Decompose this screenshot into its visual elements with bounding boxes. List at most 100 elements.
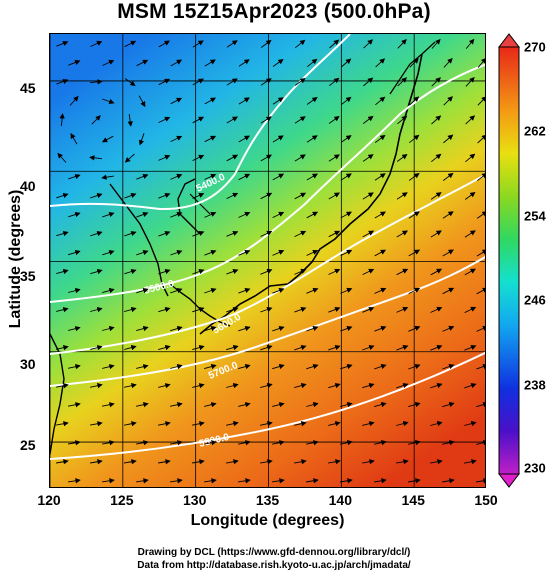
wind-arrow — [430, 306, 443, 313]
wind-arrow — [443, 134, 454, 144]
wind-arrow — [124, 421, 137, 427]
wind-arrow — [340, 325, 353, 332]
wind-arrow — [362, 230, 375, 238]
wind-arrow — [170, 97, 183, 105]
map-plot-area[interactable]: 5800.0 5700.0 5600.0 5500.0 5400.0 — [49, 33, 486, 488]
wind-arrow — [464, 306, 477, 314]
wind-arrow — [124, 345, 137, 351]
wind-arrow — [56, 268, 69, 275]
wind-arrow — [124, 40, 137, 48]
wind-arrow — [272, 97, 284, 105]
wind-arrow — [226, 116, 238, 124]
wind-arrow — [158, 154, 171, 161]
wind-arrow — [408, 325, 421, 332]
wind-arrow — [192, 192, 205, 199]
wind-arrow — [170, 287, 183, 294]
wind-arrow — [170, 211, 183, 218]
wind-arrow — [136, 59, 149, 67]
wind-arrow — [124, 153, 135, 163]
wind-arrow — [306, 135, 318, 143]
footer-credit-drawing: Drawing by DCL (https://www.gfd-dennou.o… — [137, 547, 411, 558]
wind-arrow — [340, 402, 353, 408]
wind-arrow — [306, 173, 318, 181]
wind-arrow — [328, 154, 340, 162]
wind-arrow — [476, 325, 485, 332]
wind-arrow — [408, 249, 421, 257]
wind-arrow — [329, 39, 340, 49]
wind-arrow — [170, 325, 183, 332]
wind-arrow — [158, 78, 171, 86]
wind-arrow — [102, 364, 115, 370]
wind-arrow — [340, 478, 353, 484]
wind-arrow — [192, 459, 205, 465]
wind-arrow — [294, 306, 307, 313]
wind-arrow — [408, 401, 421, 408]
wind-arrow — [124, 78, 136, 87]
wind-arrow — [102, 478, 115, 484]
wind-arrow — [204, 287, 217, 294]
wind-arrow — [442, 287, 455, 295]
wind-arrow — [170, 59, 183, 67]
wind-arrow — [136, 364, 149, 370]
wind-arrow — [362, 268, 375, 276]
wind-arrow — [464, 230, 476, 238]
wind-arrow — [477, 172, 485, 182]
wind-arrow — [204, 249, 217, 256]
wind-arrow — [396, 153, 408, 162]
wind-arrow — [340, 211, 352, 219]
wind-arrow — [57, 152, 67, 163]
wind-arrow — [430, 230, 442, 238]
wind-arrow — [56, 78, 69, 85]
wind-arrow — [431, 38, 441, 49]
wind-arrow — [430, 268, 443, 276]
wind-arrow — [442, 440, 455, 446]
wind-arrow — [272, 173, 285, 181]
wind-arrow — [362, 154, 374, 162]
wind-arrow — [465, 115, 476, 125]
wind-arrow — [68, 478, 81, 484]
wind-arrow — [90, 421, 103, 427]
wind-arrow — [170, 402, 183, 408]
wind-arrow — [68, 211, 81, 218]
wind-arrow — [465, 76, 475, 87]
wind-arrow — [136, 440, 149, 446]
wind-arrow — [362, 115, 374, 124]
wind-arrow — [56, 383, 69, 389]
wind-arrow — [442, 249, 454, 257]
temperature-field-map: 5800.0 5700.0 5600.0 5500.0 5400.0 — [50, 34, 485, 487]
wind-arrow — [59, 113, 65, 127]
wind-arrow — [397, 39, 407, 49]
wind-arrow — [204, 135, 217, 143]
wind-arrow — [306, 402, 319, 408]
wind-arrow — [464, 421, 477, 427]
wind-arrow — [306, 249, 319, 256]
wind-arrow — [430, 459, 443, 465]
wind-arrow — [272, 440, 285, 446]
wind-arrow — [430, 421, 443, 427]
wind-arrow — [68, 59, 81, 66]
wind-arrow — [362, 344, 375, 351]
wind-arrow — [89, 155, 103, 161]
wind-arrow — [91, 115, 101, 125]
wind-arrow — [374, 440, 387, 446]
wind-arrow — [260, 306, 273, 313]
wind-arrow — [272, 287, 285, 294]
wind-arrow — [238, 325, 251, 332]
x-tick-label: 125 — [110, 492, 134, 508]
wind-arrow — [408, 363, 421, 370]
wind-arrow — [328, 306, 341, 313]
wind-arrow — [138, 133, 145, 146]
wind-arrow — [362, 459, 375, 465]
wind-arrow — [204, 440, 217, 446]
wind-arrow — [408, 440, 421, 446]
wind-arrow — [90, 230, 103, 237]
wind-arrow — [204, 478, 217, 484]
wind-arrow — [476, 478, 485, 484]
wind-arrow — [476, 287, 485, 295]
wind-arrow — [295, 39, 306, 49]
wind-arrow — [328, 344, 341, 351]
wind-arrow — [374, 401, 387, 408]
wind-arrow — [396, 382, 409, 389]
wind-arrow — [340, 440, 353, 446]
wind-arrow — [102, 326, 115, 332]
